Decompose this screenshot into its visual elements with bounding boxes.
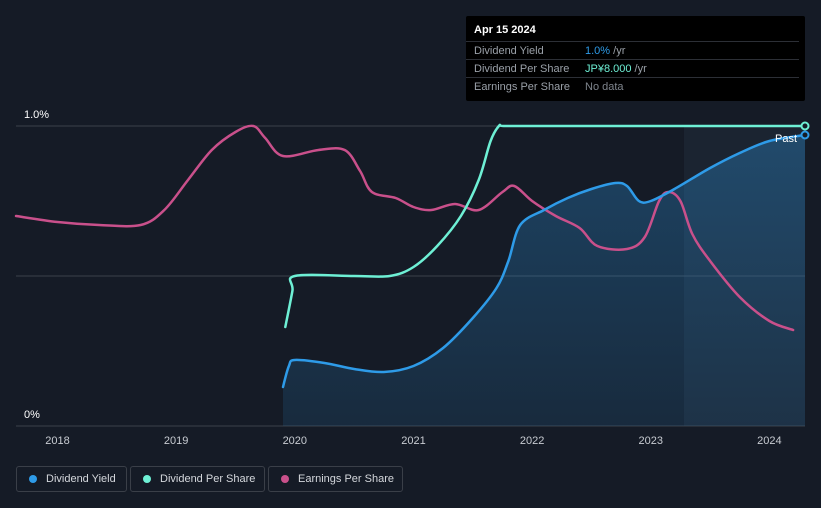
x-tick-label: 2021 xyxy=(401,435,425,447)
x-tick-label: 2019 xyxy=(164,435,188,447)
y-tick-label: 0% xyxy=(24,409,40,421)
legend-dividend-yield[interactable]: Dividend Yield xyxy=(16,466,127,492)
series-line-dividend-per-share xyxy=(284,123,807,329)
series-area-dividend-yield xyxy=(283,135,805,426)
tooltip-row-dividend-yield: Dividend Yield 1.0% /yr xyxy=(466,41,799,60)
tooltip-unit: /yr xyxy=(610,45,626,57)
tooltip-label: Earnings Per Share xyxy=(474,81,570,93)
x-tick-label: 2020 xyxy=(283,435,307,447)
x-tick-label: 2024 xyxy=(757,435,781,447)
tooltip-label: Dividend Per Share xyxy=(474,63,570,75)
x-tick-label: 2023 xyxy=(639,435,663,447)
legend-dot-icon xyxy=(29,475,37,483)
x-tick-label: 2022 xyxy=(520,435,544,447)
tooltip-value: JP¥8.000 xyxy=(585,63,632,75)
series-end-marker xyxy=(800,130,810,140)
y-tick-label: 1.0% xyxy=(24,109,49,121)
tooltip-row-earnings-per-share: Earnings Per Share No data xyxy=(466,77,799,96)
tooltip-date: Apr 15 2024 xyxy=(474,24,536,36)
series-line-dividend-yield xyxy=(281,133,807,389)
tooltip-label: Dividend Yield xyxy=(474,45,544,57)
tooltip: Apr 15 2024 Dividend Yield 1.0% /yr Divi… xyxy=(466,16,805,101)
tooltip-row-dividend-per-share: Dividend Per Share JP¥8.000 /yr xyxy=(466,59,799,78)
series-end-marker xyxy=(800,121,810,131)
tooltip-value-dividend-yield: 1.0% /yr xyxy=(585,45,625,57)
legend-label: Dividend Per Share xyxy=(160,473,256,485)
legend-dot-icon xyxy=(281,475,289,483)
tooltip-unit: /yr xyxy=(631,63,647,75)
tooltip-value: 1.0% xyxy=(585,45,611,57)
legend-label: Dividend Yield xyxy=(46,473,116,485)
legend-earnings-per-share[interactable]: Earnings Per Share xyxy=(268,466,403,492)
legend-dividend-per-share[interactable]: Dividend Per Share xyxy=(130,466,265,492)
tooltip-value-earnings-per-share: No data xyxy=(585,81,624,93)
legend-dot-icon xyxy=(143,475,151,483)
tooltip-value: No data xyxy=(585,81,624,93)
past-label: Past xyxy=(775,133,797,145)
x-tick-label: 2018 xyxy=(45,435,69,447)
tooltip-value-dividend-per-share: JP¥8.000 /yr xyxy=(585,63,647,75)
legend-label: Earnings Per Share xyxy=(298,473,394,485)
